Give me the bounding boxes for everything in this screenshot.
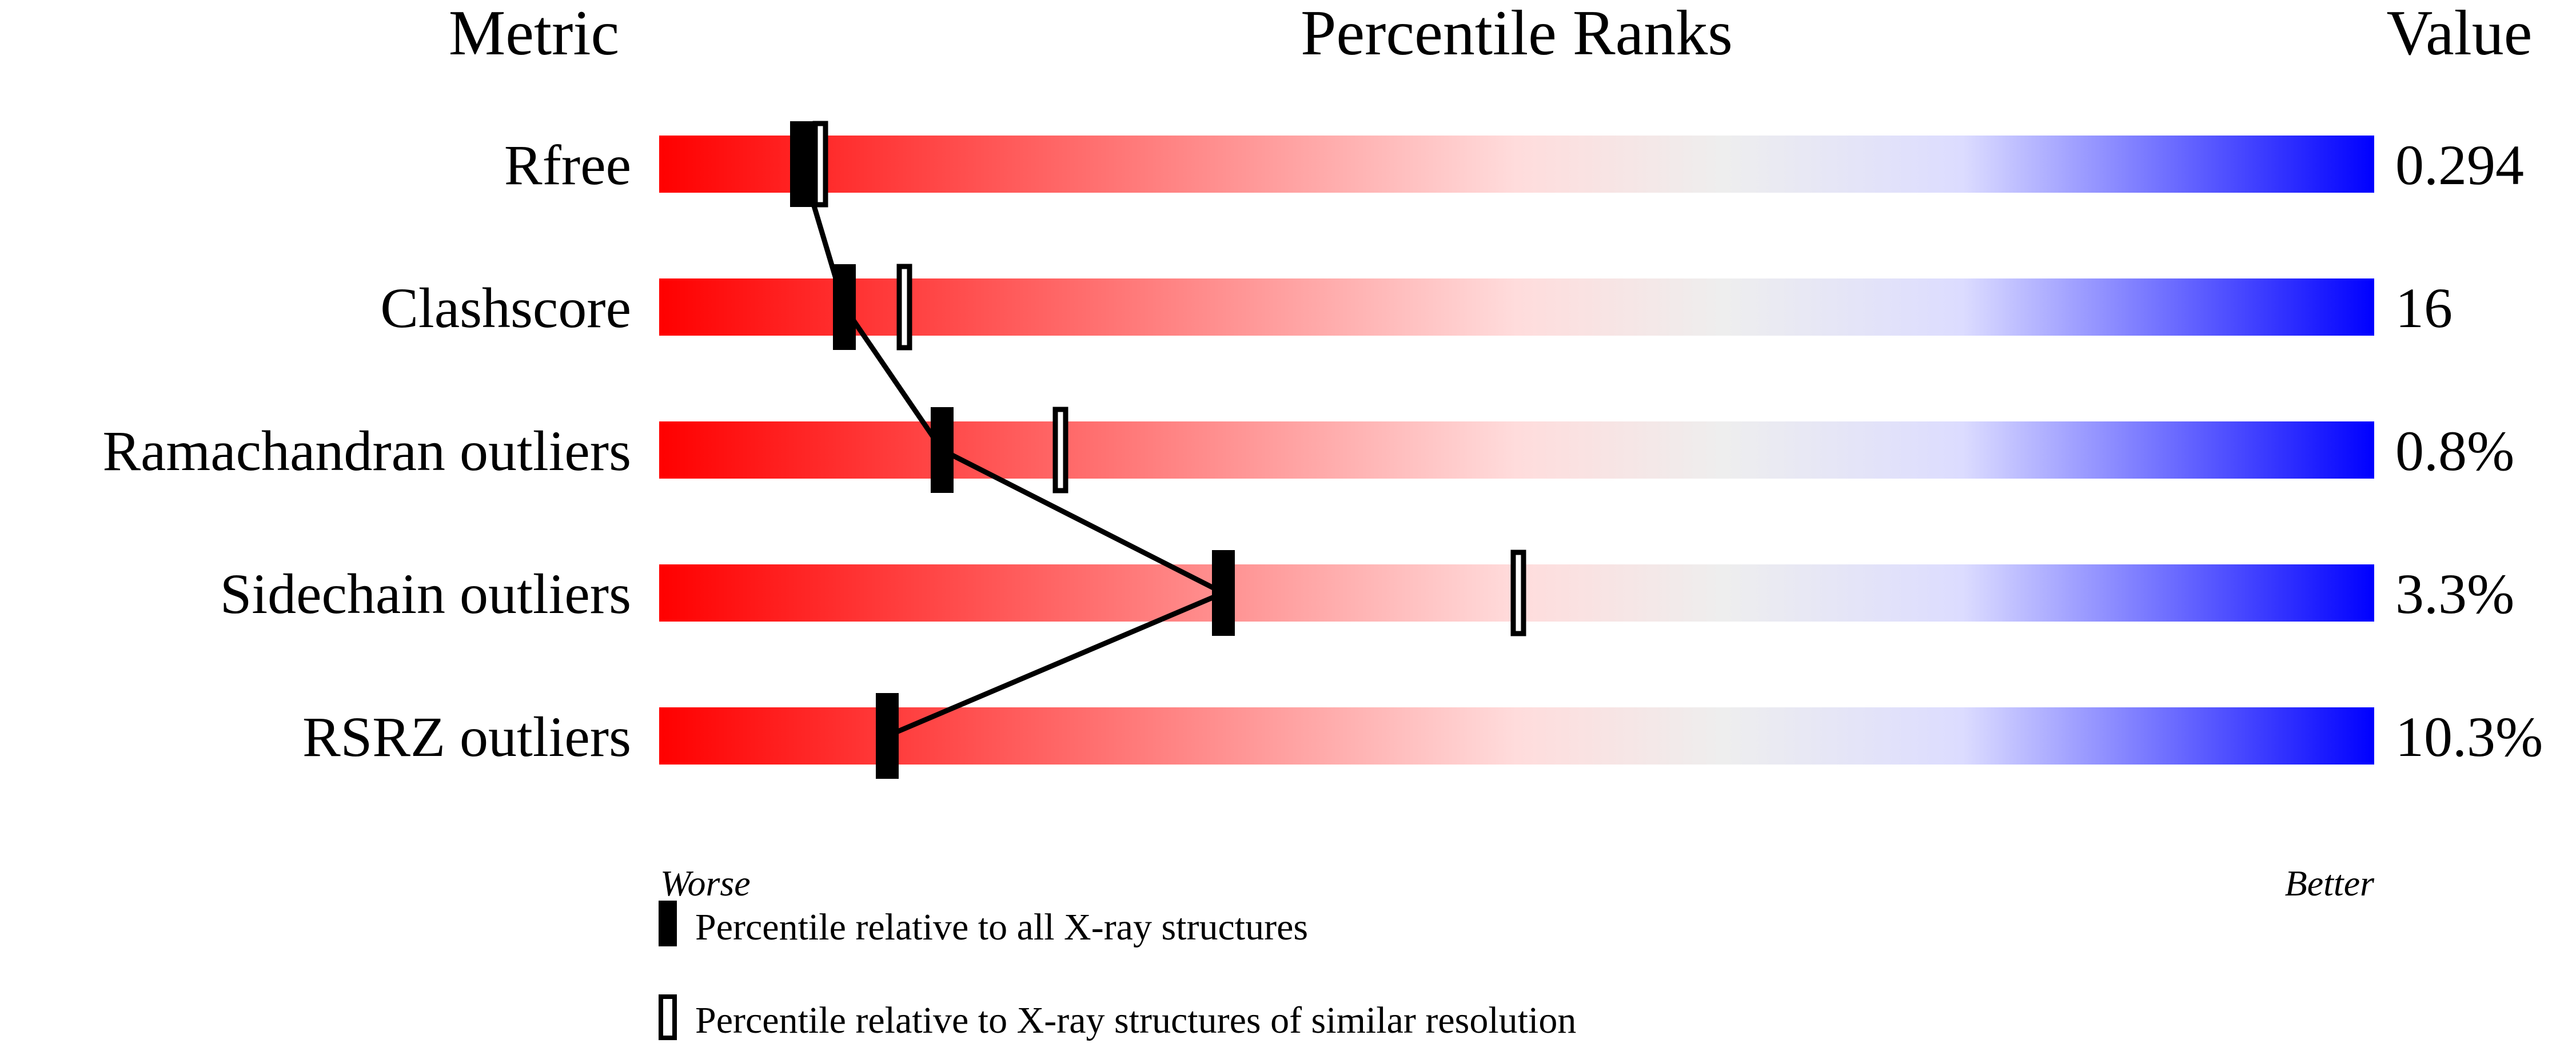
marker-similar-resolution [812, 121, 828, 208]
metric-value: 10.3% [2395, 705, 2543, 769]
legend-open-marker [659, 994, 677, 1040]
marker-all-structures [931, 407, 954, 493]
header-percentile-ranks: Percentile Ranks [1301, 0, 1733, 69]
metric-label: Rfree [504, 133, 631, 197]
marker-similar-resolution [896, 264, 912, 351]
metric-value: 0.294 [2395, 133, 2524, 197]
worse-label: Worse [660, 863, 751, 903]
marker-all-structures [833, 264, 856, 350]
marker-all-structures [876, 693, 899, 779]
percentile-bar [659, 707, 2374, 765]
better-label: Better [2285, 863, 2375, 903]
percentile-bar [659, 421, 2374, 479]
marker-all-structures [1212, 550, 1235, 636]
legend: Percentile relative to all X-ray structu… [659, 901, 1576, 1041]
metric-value: 16 [2395, 276, 2453, 340]
metric-label: Sidechain outliers [220, 562, 631, 626]
header-value: Value [2386, 0, 2532, 69]
metric-label: Clashscore [380, 276, 631, 340]
percentile-bar [659, 278, 2374, 336]
legend-filled-marker [659, 901, 677, 946]
legend-label-all: Percentile relative to all X-ray structu… [695, 906, 1308, 948]
legend-label-similar: Percentile relative to X-ray structures … [695, 1000, 1576, 1041]
marker-similar-resolution [1510, 550, 1526, 636]
metric-value: 0.8% [2395, 419, 2514, 483]
metric-label: RSRZ outliers [302, 705, 631, 769]
percentile-bar [659, 136, 2374, 193]
header-metric: Metric [449, 0, 620, 69]
metric-label: Ramachandran outliers [102, 419, 631, 483]
metric-value: 3.3% [2395, 562, 2514, 626]
marker-all-structures [790, 121, 813, 207]
marker-similar-resolution [1052, 407, 1068, 493]
